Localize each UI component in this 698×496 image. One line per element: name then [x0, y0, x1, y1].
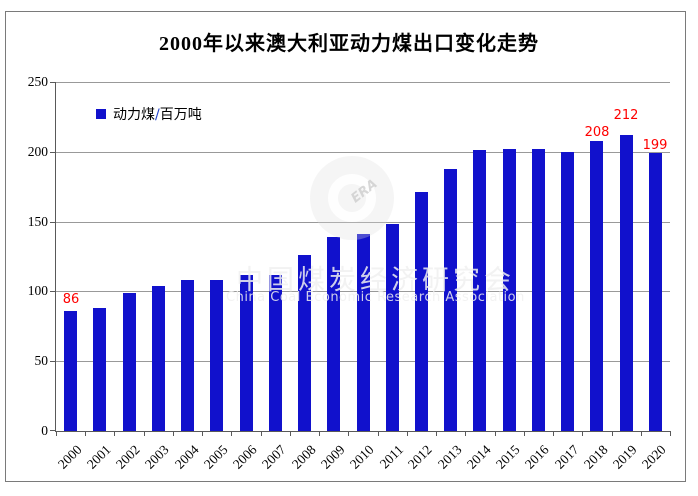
x-axis-tick — [173, 431, 174, 436]
x-axis-tick — [612, 431, 613, 436]
bar-2010 — [357, 234, 370, 431]
x-axis-tick — [670, 431, 671, 436]
y-axis-label: 250 — [27, 74, 48, 89]
y-axis-label: 50 — [34, 353, 49, 368]
bar-2004 — [181, 280, 194, 431]
bar-2006 — [240, 275, 253, 431]
bar-2012 — [415, 192, 428, 431]
data-label-2000: 86 — [62, 292, 80, 307]
x-axis-tick — [524, 431, 525, 436]
x-axis-tick — [114, 431, 115, 436]
legend-swatch — [96, 109, 106, 119]
y-axis-tick — [50, 361, 56, 362]
legend: 动力煤/百万吨 — [96, 104, 202, 124]
y-axis-tick — [50, 82, 56, 83]
y-axis-tick — [50, 291, 56, 292]
plot-area: 0 50 100 150 200 250 2000 2001 2002 2003 2004 2005 2… — [28, 74, 671, 472]
y-axis-tick — [50, 222, 56, 223]
x-axis-tick — [261, 431, 262, 436]
bar-2003 — [152, 286, 165, 431]
bar-2011 — [386, 224, 399, 431]
gridline-250 — [56, 82, 670, 83]
legend-text-slash: / — [155, 107, 160, 123]
data-label-2020: 199 — [642, 138, 668, 153]
x-axis-tick — [202, 431, 203, 436]
x-axis-tick — [290, 431, 291, 436]
y-axis-tick — [50, 430, 56, 431]
data-label-2018: 208 — [584, 125, 610, 140]
bar-2007 — [269, 275, 282, 431]
chart-border — [5, 11, 686, 482]
y-axis-label: 0 — [41, 423, 48, 438]
x-axis-tick — [582, 431, 583, 436]
legend-text-part: 百万吨 — [159, 107, 202, 123]
bar-2013 — [444, 169, 457, 431]
gridline-150 — [56, 222, 670, 223]
x-axis-tick — [144, 431, 145, 436]
legend-text-part: 动力煤 — [113, 107, 155, 123]
x-axis-tick — [465, 431, 466, 436]
x-axis-tick — [407, 431, 408, 436]
y-axis-label: 100 — [27, 283, 48, 298]
y-axis-tick — [50, 152, 56, 153]
chart-title: 2000年以来澳大利亚动力煤出口变化走势 — [159, 33, 539, 55]
bar-2009 — [327, 237, 340, 431]
bar-2014 — [473, 150, 486, 431]
bar-2002 — [123, 293, 136, 431]
bar-2015 — [503, 149, 516, 431]
bar-2001 — [93, 308, 106, 431]
bar-2019 — [620, 135, 633, 431]
bar-2018 — [590, 141, 603, 431]
y-axis-label: 150 — [27, 214, 48, 229]
y-axis-label: 200 — [27, 144, 48, 159]
x-axis-tick — [319, 431, 320, 436]
x-axis-tick — [348, 431, 349, 436]
bar-2016 — [532, 149, 545, 431]
x-axis-tick — [56, 431, 57, 436]
bar-2020 — [649, 153, 662, 431]
x-axis-tick — [641, 431, 642, 436]
gridline-200 — [56, 152, 670, 153]
bar-2008 — [298, 255, 311, 431]
x-axis-tick — [85, 431, 86, 436]
bar-2017 — [561, 152, 574, 431]
legend-label: 动力煤/百万吨 — [113, 104, 202, 124]
x-axis-tick — [495, 431, 496, 436]
x-axis-tick — [436, 431, 437, 436]
bar-2005 — [210, 280, 223, 431]
bar-2000 — [64, 311, 77, 431]
x-axis-tick — [378, 431, 379, 436]
x-axis-tick — [231, 431, 232, 436]
data-label-2019: 212 — [613, 108, 639, 123]
x-axis-tick — [553, 431, 554, 436]
